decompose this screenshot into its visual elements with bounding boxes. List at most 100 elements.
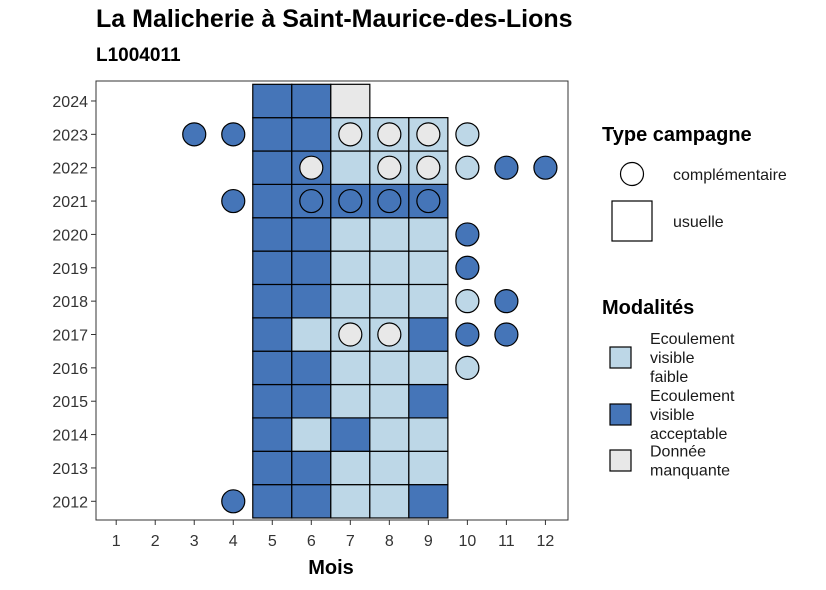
x-tick-label: 1 xyxy=(112,533,121,550)
y-tick-label: 2017 xyxy=(52,328,88,345)
point-2022-12 xyxy=(533,155,558,180)
tile-2020-5 xyxy=(252,217,293,252)
tile-2017-9 xyxy=(408,317,449,352)
usuelle-tiles xyxy=(252,83,449,519)
tile-2015-5 xyxy=(252,383,293,419)
tile-2013-5 xyxy=(252,450,293,486)
y-tick-label: 2024 xyxy=(52,94,88,111)
point-2023-3 xyxy=(182,122,207,147)
tile-2020-8 xyxy=(369,217,410,252)
tile-2023-6 xyxy=(291,117,332,152)
point-2021-9 xyxy=(416,188,441,214)
tile-2013-9 xyxy=(408,450,449,486)
tile-2014-5 xyxy=(252,417,293,452)
tile-2013-6 xyxy=(291,450,332,486)
y-tick-label: 2018 xyxy=(52,294,88,311)
tile-2015-8 xyxy=(369,383,410,419)
chart-subtitle: L1004011 xyxy=(96,45,181,66)
tile-2014-7 xyxy=(330,417,371,452)
point-2017-8 xyxy=(377,322,402,347)
legend-label-manquante: Donnée manquante xyxy=(650,444,730,480)
point-2018-11 xyxy=(494,289,519,314)
legend-label-acceptable: Ecoulement visible acceptable xyxy=(650,388,735,443)
point-2017-11 xyxy=(494,322,519,347)
tile-2020-6 xyxy=(291,217,332,252)
tile-2024-6 xyxy=(291,83,332,119)
y-tick-label: 2013 xyxy=(52,461,88,478)
axes: 1 2 3 4 5 6 7 8 9 10 11 122012201320142015201620172… xyxy=(52,94,554,550)
point-2022-9 xyxy=(416,155,441,180)
point-2012-4 xyxy=(221,489,246,514)
point-2022-8 xyxy=(377,155,402,180)
y-tick-label: 2012 xyxy=(52,494,88,511)
tile-2013-8 xyxy=(369,450,410,486)
point-2017-7 xyxy=(338,322,363,347)
x-tick-label: 4 xyxy=(229,533,238,550)
tile-2018-9 xyxy=(408,283,449,319)
tile-2019-5 xyxy=(252,250,293,286)
tile-2019-6 xyxy=(291,250,332,286)
tile-2015-9 xyxy=(408,383,449,419)
x-tick-label: 10 xyxy=(458,533,476,550)
tile-2022-5 xyxy=(252,150,293,185)
tile-2016-6 xyxy=(291,350,332,386)
tile-2014-8 xyxy=(369,417,410,452)
tile-2012-8 xyxy=(369,484,410,519)
tile-2017-5 xyxy=(252,317,293,352)
point-2022-10 xyxy=(455,155,480,180)
legend-key-usuelle xyxy=(611,200,653,242)
tile-2023-5 xyxy=(252,117,293,152)
panel-border xyxy=(95,80,569,521)
tile-2014-9 xyxy=(408,417,449,452)
tile-2018-6 xyxy=(291,283,332,319)
y-tick-label: 2023 xyxy=(52,127,88,144)
y-tick-label: 2016 xyxy=(52,361,88,378)
x-tick-label: 6 xyxy=(307,533,316,550)
tile-2016-8 xyxy=(369,350,410,386)
y-tick-label: 2019 xyxy=(52,261,88,278)
tile-2019-8 xyxy=(369,250,410,286)
tile-2012-6 xyxy=(291,484,332,519)
x-tick-label: 5 xyxy=(268,533,277,550)
legend-key-faible xyxy=(609,346,632,369)
point-2022-11 xyxy=(494,155,519,180)
tile-2016-9 xyxy=(408,350,449,386)
y-tick-label: 2021 xyxy=(52,194,88,211)
tile-2013-7 xyxy=(330,450,371,486)
tile-2018-5 xyxy=(252,283,293,319)
point-2018-10 xyxy=(455,289,480,314)
x-tick-label: 7 xyxy=(346,533,355,550)
point-2023-10 xyxy=(455,122,480,147)
point-2022-6 xyxy=(299,155,324,180)
tile-2021-5 xyxy=(252,183,293,219)
x-axis-title: Mois xyxy=(308,557,354,579)
point-2020-10 xyxy=(455,222,480,247)
point-2021-4 xyxy=(221,188,246,214)
tile-2012-5 xyxy=(252,484,293,519)
x-tick-label: 8 xyxy=(385,533,394,550)
tile-2012-7 xyxy=(330,484,371,519)
point-2016-10 xyxy=(455,355,480,380)
chart-title: La Malicherie à Saint-Maurice-des-Lions xyxy=(96,5,573,33)
point-2017-10 xyxy=(455,322,480,347)
x-tick-label: 12 xyxy=(537,533,555,550)
point-2023-4 xyxy=(221,122,246,147)
y-tick-label: 2020 xyxy=(52,227,88,244)
legend-key-complementaire xyxy=(619,161,645,187)
y-tick-label: 2014 xyxy=(52,428,88,445)
tile-2014-6 xyxy=(291,417,332,452)
tile-2022-7 xyxy=(330,150,371,185)
legend-key-manquante xyxy=(609,449,632,472)
tile-2019-9 xyxy=(408,250,449,286)
legend-key-acceptable xyxy=(609,403,632,426)
point-2021-8 xyxy=(377,188,402,214)
legend-label-faible: Ecoulement visible faible xyxy=(650,331,735,386)
legend-label-usuelle: usuelle xyxy=(673,214,724,231)
tile-2020-7 xyxy=(330,217,371,252)
legend-title-modalites: Modalités xyxy=(602,297,694,319)
tile-2019-7 xyxy=(330,250,371,286)
tile-2016-7 xyxy=(330,350,371,386)
tile-2016-5 xyxy=(252,350,293,386)
point-2023-7 xyxy=(338,122,363,147)
